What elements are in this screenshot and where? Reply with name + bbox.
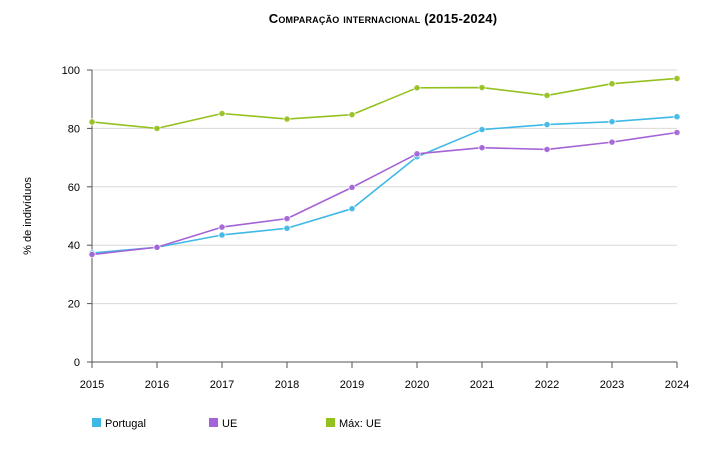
x-tick-label: 2015 (80, 379, 104, 391)
data-point (673, 113, 681, 121)
chart-title: Comparação internacional (2015-2024) (269, 11, 497, 26)
x-tick-label: 2022 (535, 379, 559, 391)
legend-swatch (326, 418, 335, 427)
data-point (478, 125, 486, 134)
y-axis-label: % de indivíduos (22, 177, 34, 255)
x-tick-label: 2017 (210, 379, 234, 391)
data-point (478, 83, 486, 92)
series-portugal (88, 113, 681, 257)
series-line (91, 131, 678, 256)
series-line (91, 77, 678, 130)
data-point (608, 80, 616, 88)
x-tick-label: 2021 (470, 379, 494, 391)
x-tick-label: 2023 (600, 379, 624, 391)
axes: 0 20 40 60 80 100 2015 2016 2017 2018 2019 2020 2021… (62, 65, 690, 391)
y-tick-label: 60 (68, 182, 80, 194)
series-m-x-ue (88, 74, 681, 132)
y-tick-label: 20 (68, 299, 80, 311)
data-point (673, 128, 681, 137)
gridlines (92, 69, 677, 305)
series-ue (88, 128, 681, 259)
data-point (608, 118, 616, 126)
data-point (88, 250, 96, 259)
data-point (348, 183, 356, 191)
y-tick-label: 40 (68, 240, 80, 252)
data-point (218, 223, 226, 231)
legend-label: Portugal (105, 418, 146, 430)
data-point (88, 118, 96, 126)
y-tick-label: 100 (62, 65, 80, 77)
data-point (153, 124, 161, 132)
data-point (153, 243, 161, 251)
legend-swatch (92, 418, 101, 427)
data-point (348, 111, 356, 119)
data-point (348, 205, 356, 213)
x-tick-label: 2024 (665, 379, 689, 391)
x-tick-label: 2020 (405, 379, 429, 391)
data-point (543, 91, 551, 100)
legend-item-m-x-ue[interactable]: Máx: UE (326, 418, 381, 430)
legend: Portugal UE Máx: UE (92, 418, 381, 430)
data-point (218, 231, 226, 239)
legend-label: UE (222, 418, 237, 430)
data-point (283, 115, 291, 123)
x-tick-label: 2016 (145, 379, 169, 391)
data-point (673, 74, 681, 83)
x-tick-label: 2018 (275, 379, 299, 391)
data-point (543, 145, 551, 154)
legend-item-ue[interactable]: UE (209, 418, 237, 430)
legend-label: Máx: UE (339, 418, 381, 430)
legend-swatch (209, 418, 218, 427)
y-tick-label: 80 (68, 123, 80, 135)
data-point (283, 224, 291, 232)
data-point (283, 215, 291, 223)
series-line (91, 115, 678, 254)
series-lines (88, 74, 681, 259)
data-point (543, 121, 551, 129)
data-point (413, 84, 421, 92)
y-tick-label: 0 (74, 357, 80, 369)
data-point (218, 109, 226, 118)
legend-item-portugal[interactable]: Portugal (92, 418, 146, 430)
data-point (413, 150, 421, 158)
data-point (478, 144, 486, 152)
x-tick-label: 2019 (340, 379, 364, 391)
data-point (608, 138, 616, 146)
